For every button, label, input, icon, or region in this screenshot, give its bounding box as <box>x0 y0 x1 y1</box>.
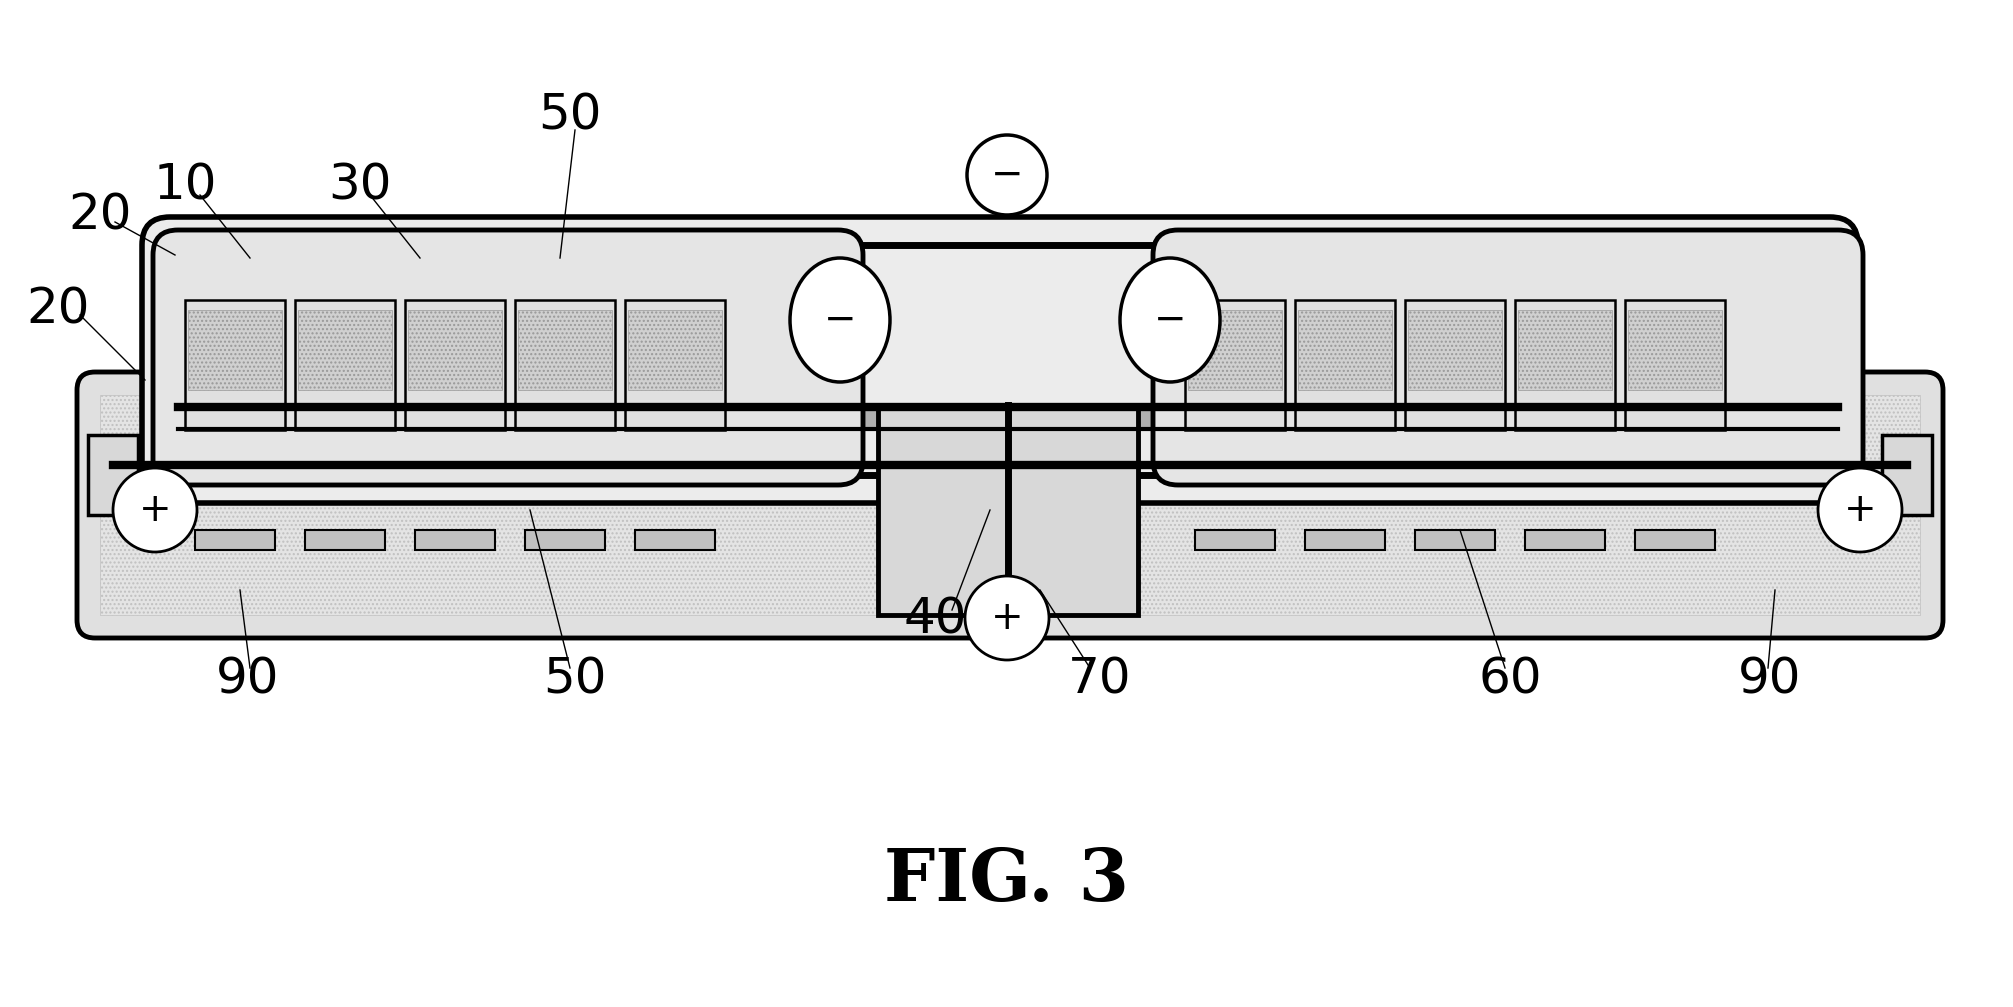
Text: 90: 90 <box>1739 656 1802 704</box>
Bar <box>1882 435 1932 515</box>
Ellipse shape <box>1119 258 1220 382</box>
Bar <box>624 300 725 430</box>
Bar <box>525 530 606 550</box>
Bar <box>89 435 139 515</box>
Bar <box>195 530 276 550</box>
Bar <box>187 310 282 390</box>
Bar <box>169 407 1830 429</box>
Text: −: − <box>823 301 856 339</box>
Text: 50: 50 <box>537 91 602 139</box>
Text: −: − <box>990 156 1023 194</box>
Ellipse shape <box>113 468 197 552</box>
Text: 60: 60 <box>1478 656 1542 704</box>
Bar <box>1526 530 1604 550</box>
Bar <box>296 300 395 430</box>
Text: −: − <box>1153 301 1186 339</box>
Bar <box>1516 300 1614 430</box>
Ellipse shape <box>789 258 890 382</box>
Bar <box>1186 300 1284 430</box>
Text: FIG. 3: FIG. 3 <box>884 845 1129 915</box>
Bar <box>101 395 1920 615</box>
Bar <box>515 300 616 430</box>
Bar <box>185 300 286 430</box>
Text: 90: 90 <box>215 656 280 704</box>
Bar <box>1624 300 1725 430</box>
Bar <box>1407 310 1502 390</box>
Bar <box>415 530 495 550</box>
Ellipse shape <box>1818 468 1902 552</box>
Text: 40: 40 <box>904 596 966 644</box>
Bar <box>1188 310 1282 390</box>
Text: +: + <box>990 599 1023 637</box>
Bar <box>517 310 612 390</box>
Bar <box>628 310 723 390</box>
Text: 20: 20 <box>68 191 131 239</box>
Bar <box>405 300 505 430</box>
Bar <box>409 310 501 390</box>
Bar <box>1518 310 1612 390</box>
Bar <box>1629 310 1721 390</box>
Bar <box>1304 530 1385 550</box>
FancyBboxPatch shape <box>143 217 1858 504</box>
Text: 70: 70 <box>1069 656 1131 704</box>
Bar <box>1635 530 1715 550</box>
Bar <box>306 530 384 550</box>
Text: 30: 30 <box>328 161 393 209</box>
Bar <box>1415 530 1496 550</box>
FancyBboxPatch shape <box>153 230 864 485</box>
Text: 10: 10 <box>153 161 217 209</box>
Bar <box>1405 300 1506 430</box>
Text: +: + <box>1844 491 1876 529</box>
FancyBboxPatch shape <box>1153 230 1862 485</box>
Bar <box>634 530 715 550</box>
Text: 50: 50 <box>544 656 606 704</box>
Bar <box>1196 530 1274 550</box>
Text: 20: 20 <box>26 286 91 334</box>
FancyBboxPatch shape <box>76 372 1943 638</box>
Bar <box>1298 310 1393 390</box>
Bar <box>878 405 1137 615</box>
Text: +: + <box>139 491 171 529</box>
Ellipse shape <box>964 576 1049 660</box>
Ellipse shape <box>966 135 1047 215</box>
Bar <box>298 310 393 390</box>
Bar <box>1294 300 1395 430</box>
